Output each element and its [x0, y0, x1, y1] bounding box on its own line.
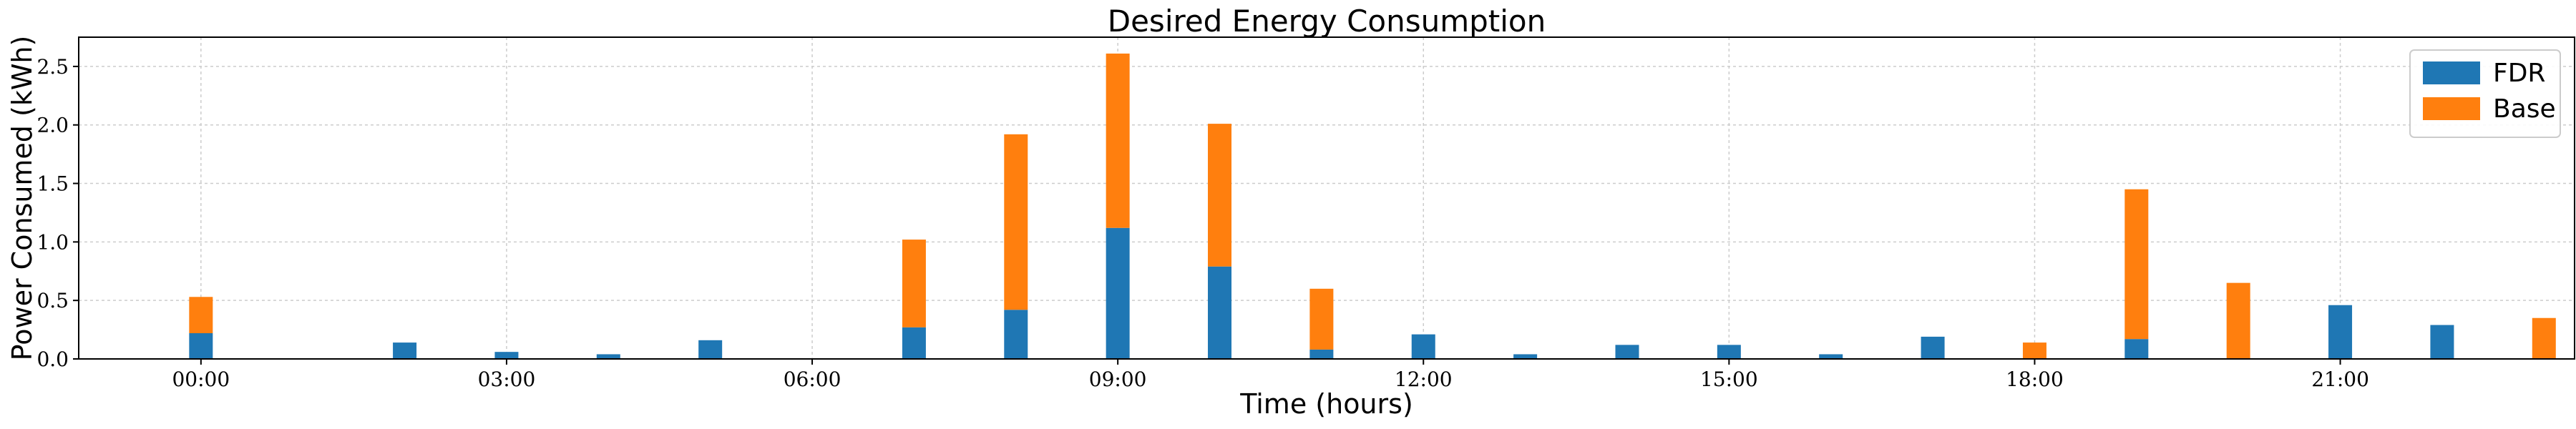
bars	[189, 53, 2556, 359]
x-axis-label: Time (hours)	[1239, 388, 1413, 420]
bar-fdr	[1513, 354, 1538, 359]
x-tick-label: 06:00	[784, 368, 841, 391]
x-tick-label: 00:00	[172, 368, 230, 391]
x-tick-label: 09:00	[1089, 368, 1147, 391]
bar-fdr	[902, 327, 926, 359]
bar-fdr	[1309, 349, 1334, 359]
y-tick-label: 2.0	[36, 114, 69, 137]
y-tick-label: 0.0	[36, 347, 69, 371]
bar-fdr	[1106, 227, 1130, 359]
x-tick-label: 03:00	[478, 368, 536, 391]
y-tick-label: 1.0	[36, 230, 69, 254]
legend-label-base: Base	[2493, 94, 2556, 124]
x-tick-label: 12:00	[1395, 368, 1453, 391]
bar-fdr	[698, 340, 723, 359]
bar-base	[1208, 124, 1232, 267]
bar-fdr	[1717, 345, 1741, 359]
x-tick-label: 15:00	[1700, 368, 1758, 391]
legend: FDR Base	[2409, 49, 2561, 138]
bar-base	[2022, 342, 2046, 359]
bar-base	[2532, 317, 2556, 359]
bar-base	[189, 297, 213, 333]
bar-base	[1106, 53, 1130, 228]
bar-fdr	[596, 354, 620, 359]
legend-label-fdr: FDR	[2493, 59, 2545, 88]
bar-fdr	[1004, 310, 1028, 359]
chart-title: Desired Energy Consumption	[1108, 4, 1546, 39]
y-axis-label: Power Consumed (kWh)	[6, 36, 38, 361]
bar-fdr	[393, 342, 417, 359]
legend-swatch-base	[2423, 97, 2480, 120]
bar-fdr	[1615, 345, 1639, 359]
bar-base	[2124, 189, 2149, 340]
bar-fdr	[1208, 266, 1232, 359]
y-tick-label: 2.5	[36, 55, 69, 79]
bar-fdr	[1411, 334, 1435, 359]
legend-swatch-fdr	[2423, 61, 2480, 84]
bar-fdr	[2328, 305, 2353, 359]
bar-fdr	[2430, 325, 2454, 359]
x-tick-label: 21:00	[2311, 368, 2369, 391]
plot-area	[78, 36, 2575, 360]
bar-base	[2226, 282, 2250, 359]
y-tick-label: 1.5	[36, 172, 69, 196]
x-tick-label: 18:00	[2006, 368, 2064, 391]
bar-fdr	[1819, 354, 1843, 359]
bar-base	[1309, 288, 1334, 350]
bar-fdr	[2124, 339, 2149, 359]
axis-ticks: 0.0 0.5 1.0 1.5 2.0 2.5 00:00 03:00 06:00 09:00 12…	[36, 55, 2369, 391]
bar-fdr	[494, 352, 519, 359]
bar-fdr	[1921, 336, 1945, 359]
bar-base	[1004, 134, 1028, 310]
bar-fdr	[189, 333, 213, 359]
bar-base	[902, 240, 926, 327]
y-tick-label: 0.5	[36, 289, 69, 312]
